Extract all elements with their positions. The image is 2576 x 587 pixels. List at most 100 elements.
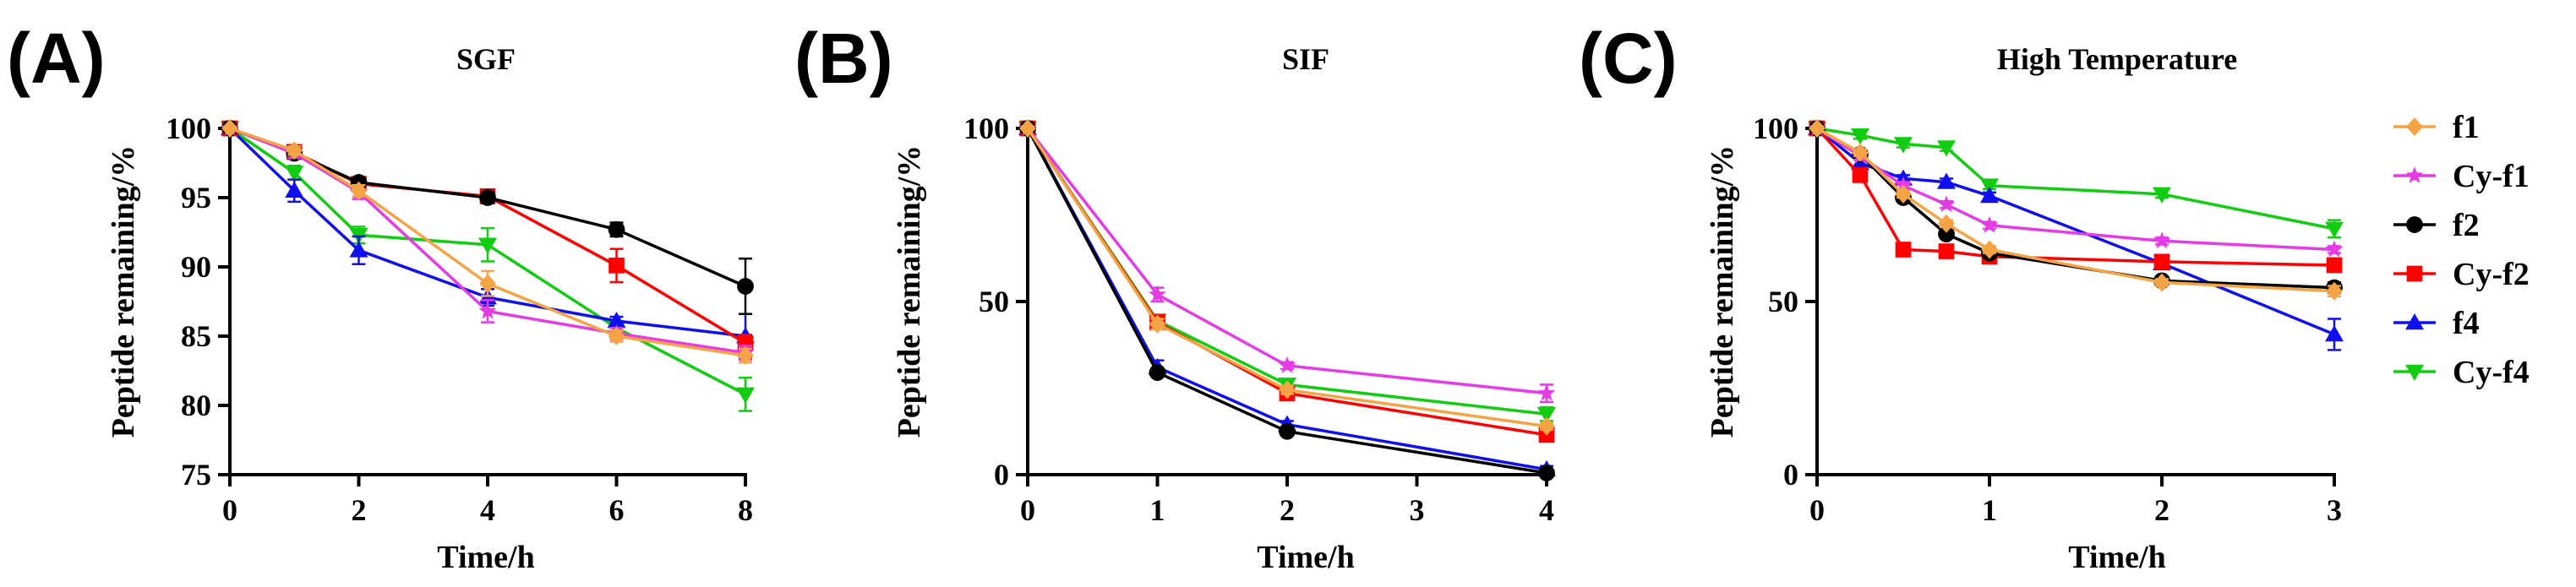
panel-c-series-f1 — [1809, 119, 2343, 301]
panel-a-x-tick-label: 4 — [480, 493, 495, 527]
panel-a-y-tick-label: 85 — [181, 319, 211, 353]
panel-a-point-cy-f4 — [736, 387, 755, 404]
panel-c-point-cy-f2 — [2153, 253, 2170, 270]
legend-marker-f4 — [2405, 313, 2424, 330]
panel-b-point-f1 — [1279, 380, 1296, 399]
panel-a-x-tick-label: 6 — [609, 493, 625, 527]
panel-b-x-tick-label: 0 — [1020, 493, 1035, 527]
panel-a-y-tick-label: 75 — [181, 458, 211, 492]
panel-b-series-cy-f4 — [1018, 121, 1556, 424]
legend-label-cy-f4: Cy-f4 — [2453, 355, 2530, 390]
legend-item-cy-f2: Cy-f2 — [2393, 257, 2530, 292]
panel-a-point-f1 — [608, 327, 625, 345]
legend-item-f4: f4 — [2393, 306, 2480, 341]
panel-c-point-cy-f4 — [2325, 221, 2344, 238]
panel-a-xlabel: Time/h — [437, 540, 534, 575]
panel-c-point-cy-f1 — [1980, 215, 1999, 233]
panel-c-point-cy-f1 — [2153, 231, 2171, 249]
panel-c-y-tick-label: 100 — [1753, 111, 1798, 145]
panel-c-point-f1 — [1809, 119, 1826, 138]
panel-c-point-cy-f2 — [2326, 257, 2343, 274]
legend-item-f1: f1 — [2393, 110, 2480, 145]
panel-c-letter: (C) — [1579, 19, 1678, 98]
panel-a-series-f1 — [221, 119, 754, 365]
legend-marker-f1 — [2406, 117, 2423, 136]
panel-c-line-f1 — [1816, 127, 2335, 293]
panel-a-point-cy-f2 — [609, 258, 625, 274]
panel-a-point-f1 — [737, 345, 754, 365]
panel-b-letter: (B) — [794, 19, 893, 98]
panel-b-series-f2 — [1019, 120, 1555, 481]
panel-a-point-cy-f4 — [478, 237, 497, 254]
panel-a-y-tick-label: 90 — [181, 250, 211, 284]
panel-c-point-f1 — [2326, 281, 2343, 301]
panel-c-point-f2 — [1938, 226, 1955, 242]
legend-label-f1: f1 — [2453, 110, 2480, 145]
panel-a-y-tick-label: 80 — [181, 389, 211, 422]
panel-a-line-f4 — [228, 127, 746, 338]
legend-label-cy-f1: Cy-f1 — [2453, 159, 2530, 194]
panel-b-ylabel: Peptide remaining/% — [892, 145, 927, 438]
panel-b-x-tick-label: 1 — [1150, 493, 1165, 527]
panel-a-line-f1 — [229, 127, 746, 357]
panel-c-point-cy-f4 — [1894, 137, 1913, 154]
panel-c-series-cy-f2 — [1809, 120, 2343, 274]
panel-b-line-f2 — [1026, 128, 1547, 475]
panel-c-point-cy-f2 — [1852, 167, 1869, 183]
panel-c-point-f4 — [1937, 172, 1956, 189]
legend-marker-cy-f2 — [2406, 265, 2423, 282]
panel-a-point-f2 — [608, 220, 625, 238]
panel-c-point-f4 — [2325, 324, 2344, 342]
panel-b-point-f1 — [1538, 416, 1555, 436]
panel-b: (B) SIF Time/h Peptide remaining/% 05010… — [794, 19, 1556, 575]
panel-b-point-cy-f1 — [1278, 356, 1296, 373]
panel-b-series-f1 — [1019, 119, 1555, 436]
legend-item-cy-f4: Cy-f4 — [2393, 355, 2530, 390]
panel-b-point-cy-f1 — [1537, 383, 1556, 401]
panel-c-point-cy-f4 — [1851, 128, 1869, 145]
panel-a-point-f1 — [350, 181, 368, 200]
legend-marker-cy-f4 — [2405, 364, 2424, 381]
panel-a-y-tick-label: 95 — [181, 181, 211, 215]
legend-item-f2: f2 — [2393, 208, 2480, 243]
panel-c-series-f2 — [1809, 120, 2343, 296]
panel-b-y-tick-label: 100 — [963, 111, 1009, 145]
panel-c-point-cy-f1 — [1937, 195, 1956, 213]
panel-b-point-f2 — [1538, 465, 1555, 481]
panel-c-point-f1 — [1852, 143, 1869, 162]
legend-item-cy-f1: Cy-f1 — [2393, 159, 2530, 194]
panel-b-point-f1 — [1149, 314, 1166, 334]
panel-a-ylabel: Peptide remaining/% — [106, 145, 141, 438]
panel-b-y-tick-label: 50 — [979, 285, 1009, 318]
panel-c-point-f1 — [1895, 184, 1912, 204]
panel-b-point-cy-f4 — [1537, 407, 1556, 424]
panel-a-point-f1 — [286, 141, 303, 160]
legend-label-cy-f2: Cy-f2 — [2453, 257, 2530, 292]
panel-b-title: SIF — [1282, 42, 1329, 76]
panel-a-y-tick-label: 100 — [166, 111, 211, 145]
panel-c-point-f1 — [2153, 273, 2170, 292]
panel-c-point-cy-f2 — [1938, 243, 1955, 259]
panel-c-point-f1 — [1981, 240, 1998, 259]
panel-a-line-cy-f1 — [229, 127, 746, 355]
panel-b-line-cy-f1 — [1026, 127, 1547, 395]
panel-b-y-tick-label: 0 — [994, 458, 1009, 492]
panel-a-point-f4 — [349, 241, 368, 258]
panel-c-y-tick-label: 50 — [1768, 285, 1798, 318]
panel-b-line-f1 — [1026, 128, 1547, 428]
panel-a-x-tick-label: 2 — [352, 493, 367, 527]
panel-a-point-f4 — [607, 311, 626, 329]
panel-a-point-f1 — [221, 119, 238, 138]
legend-label-f4: f4 — [2453, 306, 2480, 341]
panel-a-point-cy-f4 — [285, 166, 304, 182]
panel-c-point-f1 — [1938, 214, 1955, 233]
panel-c-series-cy-f4 — [1808, 121, 2344, 239]
panel-a-point-cy-f1 — [478, 302, 497, 319]
panel-c-x-tick-label: 1 — [1982, 493, 1997, 527]
panel-c-x-tick-label: 2 — [2154, 493, 2169, 527]
panel-b-x-tick-label: 2 — [1280, 493, 1295, 527]
panel-b-xlabel: Time/h — [1257, 540, 1354, 575]
panel-a-point-f2 — [479, 189, 496, 206]
panel-c-point-cy-f4 — [2153, 187, 2171, 204]
